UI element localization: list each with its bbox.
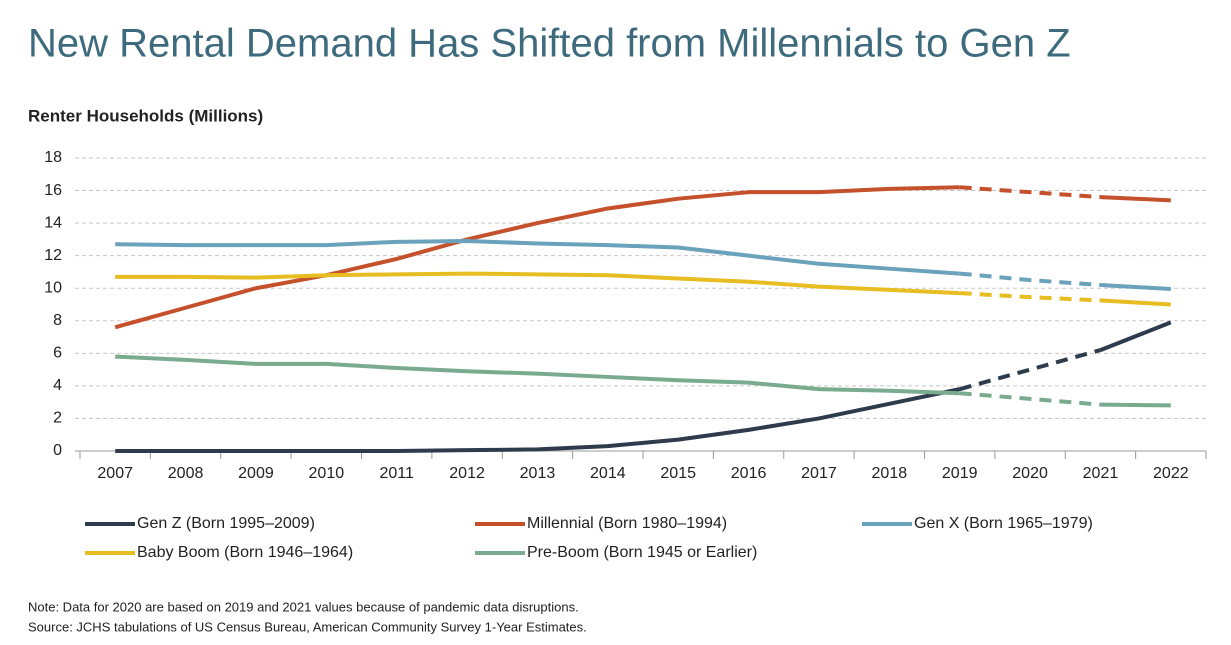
series-line	[959, 271, 1101, 287]
note: Note: Data for 2020 are based on 2019 an…	[28, 599, 579, 614]
chart-title: New Rental Demand Has Shifted from Mille…	[28, 22, 1071, 66]
legend-label: Pre-Boom (Born 1945 or Earlier)	[527, 544, 757, 561]
series-line	[959, 291, 1101, 303]
y-tick-label: 16	[44, 182, 62, 199]
y-tick-label: 4	[53, 377, 62, 394]
x-tick-label: 2015	[660, 465, 696, 482]
x-tick-label: 2011	[379, 465, 414, 482]
x-tick-label: 2018	[872, 465, 908, 482]
series-line	[115, 239, 960, 276]
series-line	[1100, 195, 1171, 203]
series-line	[1100, 298, 1171, 307]
series-line	[1100, 282, 1171, 292]
y-tick-label: 0	[53, 442, 62, 459]
legend-label: Baby Boom (Born 1946–1964)	[137, 544, 353, 561]
series-line	[959, 185, 1101, 200]
y-tick-label: 6	[53, 345, 62, 362]
series-line	[1099, 320, 1172, 352]
legend-label: Gen Z (Born 1995–2009)	[137, 515, 315, 532]
y-tick-label: 10	[44, 279, 62, 296]
series-line	[1100, 402, 1171, 408]
series-line	[114, 185, 960, 330]
series-line	[115, 354, 960, 396]
x-tick-label: 2019	[942, 465, 978, 482]
x-tick-label: 2020	[1012, 465, 1048, 482]
x-tick-label: 2014	[590, 465, 626, 482]
y-tick-label: 14	[44, 214, 62, 231]
x-tick-label: 2007	[97, 465, 133, 482]
series-line	[959, 391, 1101, 407]
series-line	[959, 348, 1101, 392]
series-line	[115, 387, 961, 453]
x-tick-label: 2009	[238, 465, 274, 482]
x-tick-label: 2013	[520, 465, 556, 482]
x-tick-label: 2008	[168, 465, 204, 482]
x-tick-label: 2010	[309, 465, 345, 482]
x-tick-label: 2017	[801, 465, 837, 482]
x-tick-label: 2012	[449, 465, 485, 482]
y-tick-label: 18	[44, 149, 62, 166]
legend-label: Gen X (Born 1965–1979)	[914, 515, 1093, 532]
y-tick-label: 12	[44, 247, 62, 264]
y-tick-label: 2	[53, 410, 62, 427]
note: Source: JCHS tabulations of US Census Bu…	[28, 619, 587, 634]
x-tick-label: 2022	[1153, 465, 1189, 482]
x-tick-label: 2021	[1083, 465, 1119, 482]
legend-label: Millennial (Born 1980–1994)	[527, 515, 727, 532]
series-line	[115, 271, 960, 296]
y-axis-title: Renter Households (Millions)	[28, 106, 263, 125]
y-tick-label: 8	[53, 312, 62, 329]
x-tick-label: 2016	[731, 465, 767, 482]
